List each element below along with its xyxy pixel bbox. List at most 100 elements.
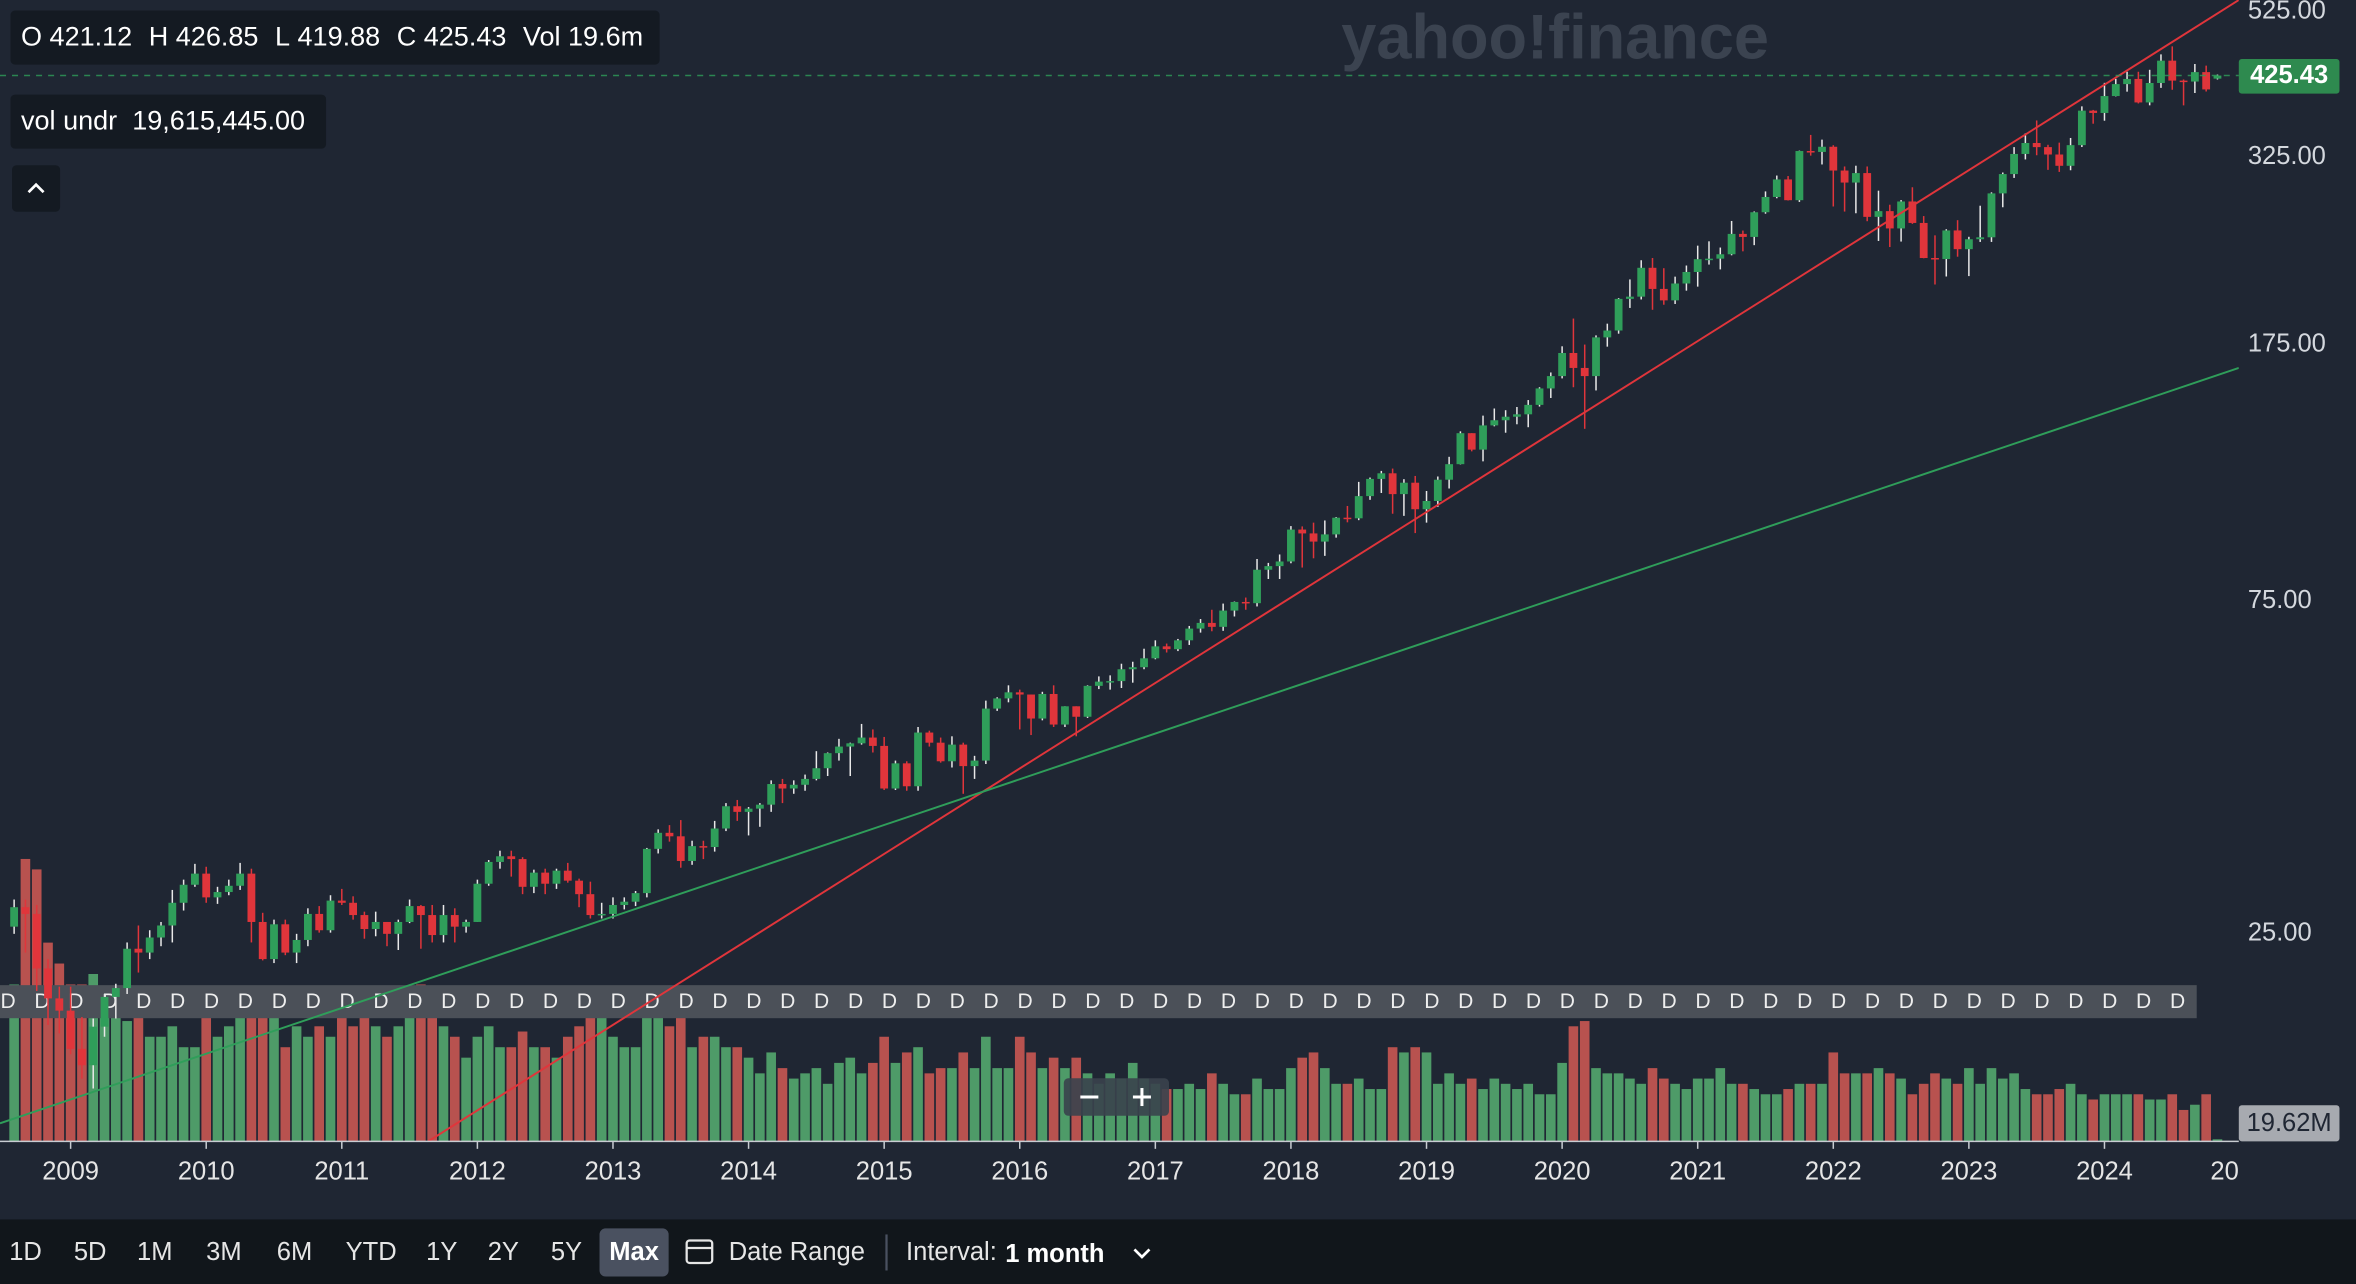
- candle-body: [100, 996, 109, 1027]
- volume-bar: [1884, 1073, 1895, 1142]
- candle-body: [620, 901, 629, 905]
- candle-body: [236, 873, 245, 886]
- volume-bar: [269, 1015, 279, 1142]
- dividend-marker: D: [1255, 990, 1270, 1013]
- candle-body: [767, 784, 776, 805]
- volume-bar: [1308, 1052, 1319, 1142]
- range-button[interactable]: 3M: [206, 1238, 241, 1266]
- date-range-button[interactable]: Date Range: [729, 1238, 865, 1266]
- candle-body: [1366, 478, 1374, 497]
- candle-body: [1094, 681, 1103, 686]
- candle-body: [688, 846, 696, 861]
- candle-body: [1908, 201, 1917, 223]
- volume-bar: [359, 1015, 370, 1142]
- volume-bar: [314, 1026, 325, 1142]
- range-button[interactable]: 1M: [137, 1238, 172, 1266]
- candle-body: [1106, 681, 1115, 683]
- candle-body: [654, 832, 663, 849]
- volume-bar: [2212, 1139, 2223, 1142]
- candle-body: [2168, 60, 2177, 81]
- dividend-marker: D: [645, 990, 660, 1013]
- candle-body: [1761, 196, 1770, 213]
- volume-bar: [1591, 1068, 1601, 1142]
- volume-bar: [2190, 1104, 2200, 1142]
- volume-bar: [879, 1036, 889, 1142]
- candle-body: [1648, 267, 1657, 289]
- volume-bar: [246, 994, 257, 1142]
- volume-bar: [800, 1073, 810, 1142]
- candle-body: [145, 937, 154, 953]
- candle-body: [1230, 601, 1239, 611]
- candle-body: [914, 732, 922, 787]
- range-button[interactable]: Max: [609, 1238, 659, 1266]
- volume-bar: [224, 1026, 234, 1142]
- candle-body: [2044, 147, 2052, 155]
- range-button[interactable]: 1D: [9, 1238, 42, 1266]
- candle-body: [462, 921, 470, 927]
- dividend-marker: D: [1797, 990, 1812, 1013]
- candle-body: [303, 913, 312, 940]
- legend-key: H: [149, 21, 169, 51]
- candle-body: [1027, 694, 1035, 719]
- x-tick-label: 2014: [720, 1158, 777, 1186]
- candle-body: [1964, 239, 1973, 250]
- volume-bar: [1026, 1052, 1036, 1142]
- range-button[interactable]: 2Y: [488, 1238, 519, 1266]
- candle-body: [360, 915, 369, 930]
- candle-body: [744, 808, 753, 812]
- volume-bar: [913, 1047, 923, 1142]
- range-button[interactable]: YTD: [346, 1238, 397, 1266]
- current-price-box: [2238, 59, 2340, 94]
- volume-bar: [291, 1026, 302, 1142]
- volume-bar: [54, 963, 65, 1142]
- candle-body: [981, 708, 990, 761]
- candle-body: [1569, 352, 1578, 368]
- volume-bar: [1534, 1094, 1545, 1142]
- volume-bar: [257, 1005, 268, 1142]
- dividend-marker: D: [1967, 990, 1982, 1013]
- range-button[interactable]: 5Y: [551, 1238, 582, 1266]
- candle-body: [1422, 500, 1431, 510]
- candle-body: [1513, 414, 1521, 417]
- volume-bar: [1173, 1089, 1183, 1142]
- candle-body: [1128, 667, 1137, 670]
- volume-bar: [1930, 1073, 1940, 1142]
- interval-chevron[interactable]: [1133, 1248, 1151, 1259]
- volume-bar: [2020, 1089, 2031, 1142]
- dividend-marker: D: [678, 990, 693, 1013]
- candle-body: [936, 742, 945, 762]
- volume-bar: [495, 1047, 505, 1142]
- volume-bar: [1365, 1089, 1375, 1142]
- range-button[interactable]: 5D: [74, 1238, 107, 1266]
- dividend-marker: D: [1424, 990, 1439, 1013]
- candle-body: [789, 784, 798, 789]
- candle-body: [948, 744, 956, 762]
- candle-body: [1501, 416, 1510, 421]
- zoom-control[interactable]: [1063, 1078, 1169, 1116]
- volume-bar: [1658, 1078, 1669, 1142]
- candle-body: [1931, 258, 1939, 260]
- volume-bar: [506, 1047, 517, 1142]
- range-button[interactable]: 1Y: [426, 1238, 457, 1266]
- volume-bar: [1828, 1052, 1839, 1142]
- volume-bar: [675, 1005, 686, 1142]
- collapse-button[interactable]: [12, 165, 61, 212]
- volume-bar: [1681, 1089, 1692, 1142]
- volume-bar: [2110, 1094, 2121, 1142]
- interval-value[interactable]: 1 month: [1005, 1240, 1104, 1268]
- candle-body: [1343, 517, 1352, 520]
- candle-body: [631, 893, 640, 902]
- candle-body: [2145, 83, 2154, 103]
- range-button[interactable]: 6M: [277, 1238, 312, 1266]
- calendar-icon: [685, 1239, 714, 1265]
- volume-bar: [2167, 1094, 2178, 1142]
- volume-bar: [382, 1036, 392, 1142]
- volume-bar: [1274, 1089, 1285, 1142]
- candle-body: [1038, 693, 1047, 719]
- dividend-marker: D: [2000, 990, 2015, 1013]
- candle-body: [1400, 482, 1408, 495]
- volume-bar: [1003, 1068, 1014, 1142]
- dividend-marker: D: [2170, 990, 2185, 1013]
- volume-bar: [1218, 1083, 1228, 1142]
- volume-bar: [1726, 1083, 1737, 1142]
